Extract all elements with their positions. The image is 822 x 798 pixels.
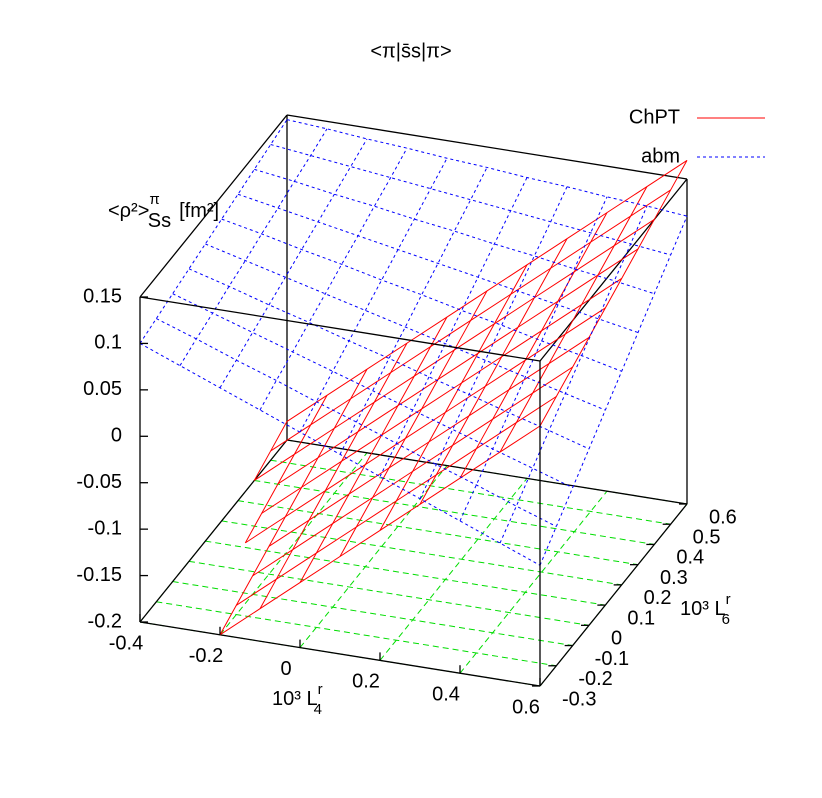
surface-line <box>277 248 639 485</box>
legend-label: abm <box>641 145 680 167</box>
surface-line <box>339 167 488 455</box>
box-edge <box>539 503 688 687</box>
z-tick-label: -0.2 <box>88 610 122 632</box>
surface-line <box>259 342 408 609</box>
box-edge <box>139 114 288 298</box>
y-label-main: 10³ L <box>680 598 726 620</box>
box-edge <box>539 178 688 362</box>
surface-line <box>245 307 606 544</box>
z-tick-label: -0.05 <box>76 471 122 493</box>
box-edge <box>286 114 688 180</box>
surface-line <box>254 168 655 295</box>
surface-line <box>261 278 622 514</box>
grid-line <box>270 459 671 525</box>
grid-line <box>156 601 557 667</box>
grid-line <box>221 520 622 586</box>
surface-line <box>379 264 528 531</box>
legend-label: ChPT <box>629 106 680 128</box>
grid-line <box>205 540 606 606</box>
surface-line <box>339 290 488 557</box>
surface-line <box>499 186 648 453</box>
grid-line <box>219 452 368 636</box>
chart-title: <π|s̄s|π> <box>370 40 451 62</box>
z-tick-label: 0 <box>111 425 122 447</box>
z-label-main: <ρ²> <box>108 200 149 222</box>
y-tick-label: 0.4 <box>676 547 704 569</box>
grid-line <box>237 500 639 566</box>
box-edge <box>286 439 688 505</box>
y-tick-label: 0.3 <box>660 567 688 589</box>
x-label-sup: r <box>318 681 323 698</box>
box-edge <box>139 296 541 362</box>
y-tick-label: -0.3 <box>562 688 596 710</box>
y-label-sub: 6 <box>722 611 730 628</box>
surface-line <box>221 218 622 372</box>
surface-line <box>286 119 688 217</box>
surface-line <box>156 318 557 527</box>
y-label-sup: r <box>726 591 731 608</box>
y-tick-label: 0 <box>611 628 622 650</box>
z-tick-label: 0.05 <box>83 378 122 400</box>
z-tick-label: 0.15 <box>83 285 122 307</box>
surface-line <box>253 421 288 481</box>
grid-line <box>254 479 655 545</box>
z-label-sub: Ss <box>148 210 171 232</box>
box-edge <box>139 439 288 623</box>
y-tick-label: -0.1 <box>595 648 629 670</box>
surface-line <box>259 147 408 411</box>
surface-line <box>379 177 528 477</box>
surface-line <box>172 293 573 489</box>
grid-line <box>172 581 573 647</box>
x-tick-label: -0.2 <box>189 645 223 667</box>
z-axis-label: <ρ²>π Ss [fm²] <box>108 191 219 232</box>
x-tick-label: -0.4 <box>109 632 143 654</box>
x-axis-label: 10³ Lr 4 <box>272 681 323 718</box>
z-tick-label: 0.1 <box>94 332 122 354</box>
x-tick-label: 0.4 <box>432 683 460 705</box>
grid-line <box>188 560 590 626</box>
z-tick-label: -0.1 <box>88 517 122 539</box>
x-label-main: 10³ L <box>272 688 318 710</box>
surface-line <box>299 316 448 583</box>
grid-line <box>299 465 448 648</box>
y-tick-label: 0.2 <box>644 587 672 609</box>
surface-line <box>459 196 608 522</box>
surface-line <box>219 138 368 389</box>
z-label-unit: [fm²] <box>179 200 219 222</box>
surface-line <box>419 238 568 505</box>
surface-line <box>179 128 328 366</box>
surface-line <box>205 243 606 411</box>
y-tick-label: 0.6 <box>709 506 737 528</box>
surface-line <box>188 268 590 450</box>
y-axis-label: 10³ Lr 6 <box>680 591 731 628</box>
box-edge <box>139 621 541 687</box>
surface-line <box>499 205 648 544</box>
z-label-sup: π <box>149 191 159 208</box>
grid-line <box>459 490 608 674</box>
surface-line <box>299 158 448 433</box>
x-label-sub: 4 <box>314 701 322 718</box>
x-tick-label: 0.6 <box>512 696 540 718</box>
x-tick-label: 0.2 <box>352 671 380 693</box>
z-tick-label: -0.15 <box>76 564 122 586</box>
grid-line <box>379 478 528 661</box>
surface-line <box>237 193 639 333</box>
x-tick-label: 0 <box>280 658 291 680</box>
surface-line <box>244 395 328 544</box>
surface-line <box>459 212 608 479</box>
y-tick-label: 0.5 <box>693 527 721 549</box>
y-tick-label: -0.2 <box>578 668 612 690</box>
surface-line <box>219 368 368 636</box>
surface-line <box>539 215 688 566</box>
surface-line <box>539 160 688 427</box>
y-tick-label: 0.1 <box>627 607 655 629</box>
surface-line <box>139 119 288 344</box>
